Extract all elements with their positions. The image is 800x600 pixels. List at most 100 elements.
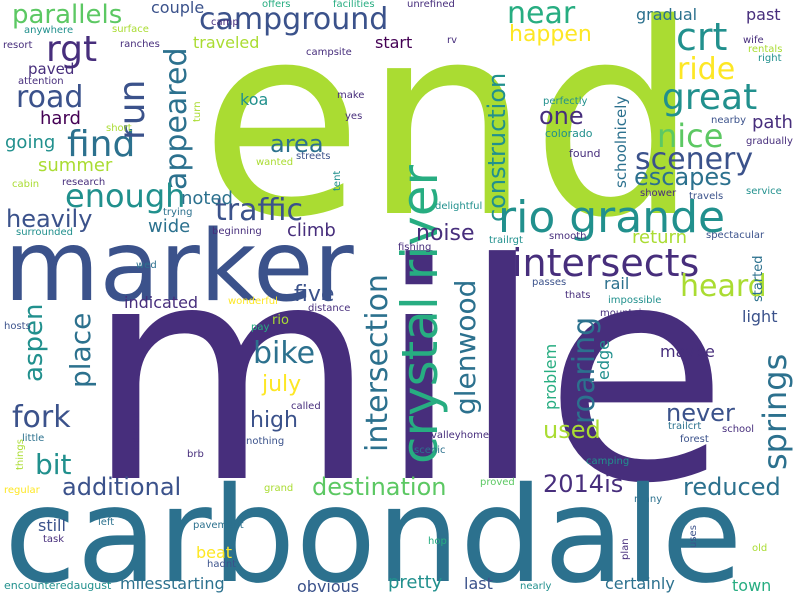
word: koa <box>240 90 269 109</box>
word: rio <box>272 313 289 328</box>
word: rgt <box>46 29 98 70</box>
word: end <box>200 0 700 276</box>
word: brb <box>187 449 204 460</box>
word: anywhere <box>24 25 74 36</box>
word: indicate <box>131 412 142 452</box>
word: summer <box>38 155 113 176</box>
word: never <box>666 399 735 427</box>
word: right <box>758 53 782 64</box>
word: unrefined <box>407 0 455 10</box>
word: springs <box>756 353 794 470</box>
word: rio grande <box>498 192 726 243</box>
word: july <box>262 372 302 397</box>
word: carbondale <box>4 459 743 600</box>
word: pretty <box>388 572 443 593</box>
word: hosts <box>4 321 31 332</box>
word: bike <box>253 336 316 371</box>
word: trying <box>163 207 193 218</box>
word: traffic <box>215 193 303 228</box>
word: five <box>294 282 335 307</box>
word: scenery <box>635 142 754 177</box>
word: streets <box>296 151 331 162</box>
word: gradual <box>636 5 698 24</box>
word: yes <box>345 111 363 122</box>
word: valleyhome <box>431 430 490 441</box>
word: going <box>5 132 56 153</box>
word: shower <box>640 188 677 199</box>
word: little <box>22 433 45 444</box>
word: nothing <box>246 436 285 447</box>
word: climb <box>287 220 336 241</box>
word: certainly <box>605 574 675 593</box>
word: intersects <box>512 241 700 285</box>
word: great <box>662 77 758 118</box>
word: wed <box>136 260 157 271</box>
word: short <box>106 123 132 134</box>
word: indicated <box>124 293 199 312</box>
word: noise <box>416 221 475 246</box>
word: intersection <box>360 274 395 452</box>
word: mountain <box>600 308 648 319</box>
word: area <box>270 130 324 158</box>
word: offers <box>262 0 291 10</box>
word: called <box>291 401 321 412</box>
word: couple <box>151 0 205 17</box>
word: smooth <box>549 231 587 242</box>
word: found <box>569 147 601 160</box>
word: light <box>742 307 778 326</box>
word: maybe <box>660 342 715 361</box>
word: spectacular <box>706 230 765 241</box>
word: camping <box>586 456 630 467</box>
word: tent <box>332 170 343 191</box>
word: additional <box>62 473 182 501</box>
word: path <box>752 112 793 133</box>
word: destination <box>312 473 447 501</box>
word: colorado <box>545 127 593 140</box>
word: started <box>751 255 766 302</box>
word: beat <box>196 543 233 562</box>
word: turn <box>192 101 203 122</box>
word: old <box>752 543 768 554</box>
word: regular <box>4 485 40 496</box>
word: left <box>98 517 115 528</box>
word: pavement <box>193 520 244 531</box>
word: facilities <box>333 0 375 10</box>
word: near <box>507 0 576 31</box>
word: one <box>539 102 584 130</box>
word: forest <box>680 434 709 445</box>
word: rentals <box>748 44 783 55</box>
word: glenwood <box>449 279 482 415</box>
word: resort <box>3 40 33 51</box>
word: wife <box>743 35 764 46</box>
word: research <box>62 177 106 188</box>
word: schoolnicely <box>612 95 630 188</box>
word: distance <box>308 303 351 314</box>
word: escapes <box>634 163 732 191</box>
word: town <box>732 576 772 595</box>
word: many <box>634 494 663 505</box>
word: obvious <box>297 577 360 596</box>
word: hard <box>40 108 81 129</box>
word: milesstarting <box>120 574 225 593</box>
word: scenic <box>414 445 446 456</box>
word: ride <box>677 52 736 87</box>
word: gradually <box>746 136 793 147</box>
word: grand <box>264 483 294 494</box>
word: trailcrt <box>668 421 702 432</box>
word: mile <box>85 200 729 549</box>
word: start <box>375 33 413 52</box>
word: wide <box>148 216 191 237</box>
word: travels <box>689 191 724 202</box>
word: perfectly <box>543 96 588 107</box>
word: used <box>543 416 601 444</box>
word: nearly <box>520 581 552 592</box>
word: surrounded <box>16 227 74 238</box>
word: edge <box>594 340 613 380</box>
word: wanted <box>256 157 294 168</box>
word: place <box>64 312 97 388</box>
word: aspen <box>19 303 49 382</box>
word: bit <box>35 448 72 481</box>
word: traveled <box>193 33 260 52</box>
word: camp <box>211 17 239 28</box>
